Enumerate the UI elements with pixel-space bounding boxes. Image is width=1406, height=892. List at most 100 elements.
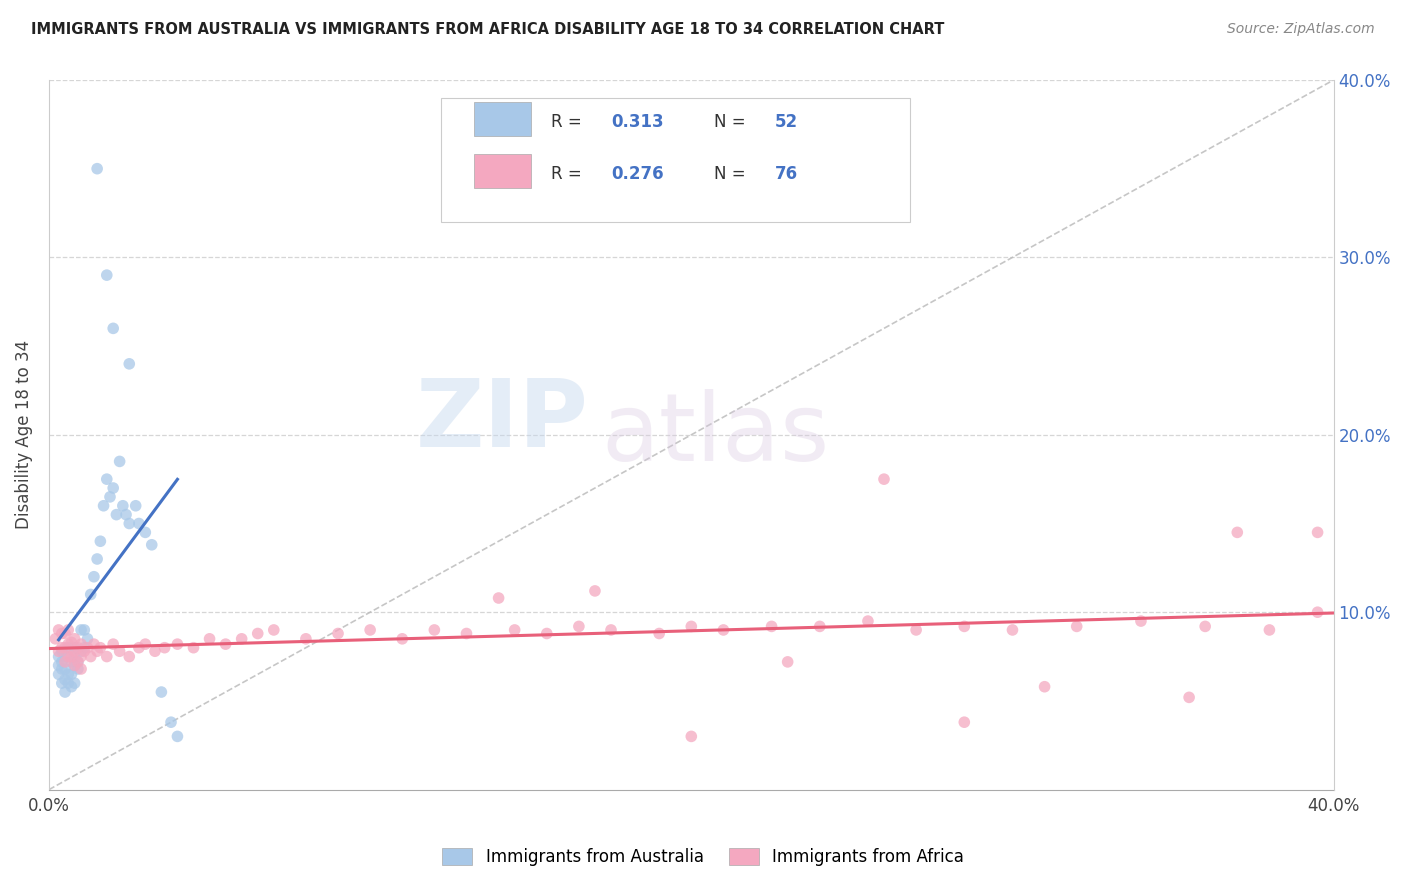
Point — [53, 649, 76, 664]
Point — [600, 623, 623, 637]
Point — [143, 644, 166, 658]
Point — [58, 623, 80, 637]
Point — [66, 662, 89, 676]
Point — [58, 649, 80, 664]
Point — [86, 644, 108, 658]
Point — [73, 640, 96, 655]
Point — [66, 640, 89, 655]
Point — [134, 525, 156, 540]
Point — [873, 472, 896, 486]
Point — [128, 516, 150, 531]
Point — [70, 644, 93, 658]
Point — [48, 649, 70, 664]
Point — [63, 632, 86, 646]
Point — [953, 619, 976, 633]
Point — [76, 640, 98, 655]
Point — [1178, 690, 1201, 705]
Point — [1226, 525, 1249, 540]
Text: N =: N = — [714, 165, 751, 183]
Point — [73, 644, 96, 658]
Point — [53, 685, 76, 699]
Point — [70, 623, 93, 637]
Point — [70, 649, 93, 664]
FancyBboxPatch shape — [474, 153, 530, 188]
Legend: Immigrants from Australia, Immigrants from Africa: Immigrants from Australia, Immigrants fr… — [434, 840, 972, 875]
Point — [86, 552, 108, 566]
Point — [60, 635, 83, 649]
Point — [63, 640, 86, 655]
Text: N =: N = — [714, 113, 751, 131]
Point — [96, 268, 118, 282]
Point — [108, 644, 131, 658]
Point — [60, 649, 83, 664]
Point — [111, 499, 134, 513]
Point — [118, 516, 141, 531]
Point — [568, 619, 591, 633]
Point — [83, 637, 105, 651]
Point — [89, 534, 111, 549]
Point — [1033, 680, 1056, 694]
Point — [488, 591, 510, 605]
Point — [103, 321, 125, 335]
Text: atlas: atlas — [602, 389, 830, 481]
Point — [63, 649, 86, 664]
Point — [1129, 614, 1152, 628]
Point — [1306, 525, 1329, 540]
Point — [263, 623, 285, 637]
Point — [58, 676, 80, 690]
Point — [761, 619, 783, 633]
Point — [166, 730, 188, 744]
Point — [150, 685, 173, 699]
Point — [153, 640, 176, 655]
Point — [134, 637, 156, 651]
Text: Source: ZipAtlas.com: Source: ZipAtlas.com — [1227, 22, 1375, 37]
Point — [53, 662, 76, 676]
Point — [326, 626, 349, 640]
Point — [51, 655, 73, 669]
Point — [80, 649, 103, 664]
Point — [51, 640, 73, 655]
Point — [51, 662, 73, 676]
Text: 76: 76 — [775, 165, 799, 183]
Point — [63, 658, 86, 673]
Point — [105, 508, 128, 522]
Point — [63, 658, 86, 673]
Point — [70, 662, 93, 676]
Point — [58, 667, 80, 681]
Point — [63, 644, 86, 658]
FancyBboxPatch shape — [441, 98, 910, 222]
Text: 0.276: 0.276 — [612, 165, 664, 183]
Point — [48, 658, 70, 673]
Point — [1066, 619, 1088, 633]
Point — [681, 730, 703, 744]
Point — [160, 715, 183, 730]
Point — [359, 623, 381, 637]
Point — [60, 680, 83, 694]
Point — [70, 637, 93, 651]
Point — [51, 644, 73, 658]
Point — [214, 637, 236, 651]
Point — [681, 619, 703, 633]
Text: R =: R = — [551, 165, 588, 183]
Point — [96, 472, 118, 486]
Point — [58, 637, 80, 651]
Text: R =: R = — [551, 113, 588, 131]
Point — [76, 632, 98, 646]
Point — [51, 626, 73, 640]
Point — [953, 715, 976, 730]
Point — [48, 644, 70, 658]
Point — [125, 499, 148, 513]
Point — [183, 640, 205, 655]
Point — [198, 632, 221, 646]
Point — [905, 623, 928, 637]
Text: 52: 52 — [775, 113, 799, 131]
Point — [58, 640, 80, 655]
Point — [128, 640, 150, 655]
Point — [456, 626, 478, 640]
Point — [66, 655, 89, 669]
Point — [118, 357, 141, 371]
Point — [48, 623, 70, 637]
Point — [51, 676, 73, 690]
Text: IMMIGRANTS FROM AUSTRALIA VS IMMIGRANTS FROM AFRICA DISABILITY AGE 18 TO 34 CORR: IMMIGRANTS FROM AUSTRALIA VS IMMIGRANTS … — [31, 22, 945, 37]
Point — [73, 623, 96, 637]
